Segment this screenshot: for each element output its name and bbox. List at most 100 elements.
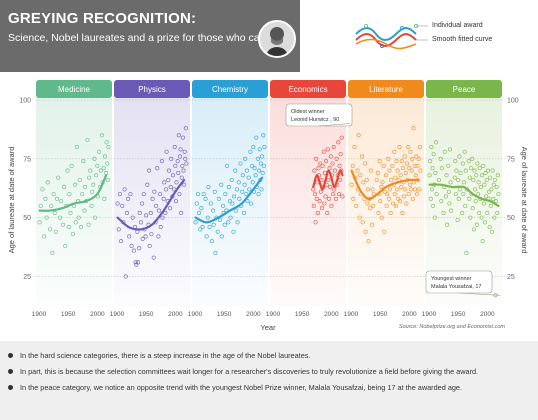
x-tick-label: 1900 [188, 311, 203, 318]
data-point [173, 163, 178, 168]
panels: Medicine Physics Chemistry Economics Literat… [36, 80, 502, 306]
x-tick-label: 1950 [217, 311, 232, 318]
data-point [466, 159, 471, 164]
data-point [407, 166, 412, 171]
data-point [393, 203, 398, 208]
portrait-image [258, 20, 296, 58]
panel-header [348, 80, 424, 98]
data-point [447, 201, 452, 206]
data-point [102, 154, 107, 159]
data-point [340, 194, 345, 199]
data-point [414, 192, 419, 197]
data-point [445, 222, 450, 227]
data-point [248, 201, 254, 206]
y-tick-label-left: 75 [23, 156, 31, 163]
data-point [156, 234, 161, 239]
data-point [43, 196, 48, 201]
data-point [193, 220, 198, 225]
data-point [244, 168, 249, 173]
data-point [248, 149, 253, 154]
data-point [172, 145, 177, 150]
data-point [240, 189, 245, 194]
data-point [140, 236, 145, 241]
data-point [339, 135, 344, 140]
data-point [377, 159, 382, 164]
data-point [404, 161, 410, 166]
data-point [488, 203, 493, 208]
data-point [87, 175, 92, 180]
data-point [68, 210, 73, 215]
data-point [194, 201, 199, 206]
x-tick-label: 1900 [344, 311, 359, 318]
data-point [63, 243, 68, 248]
data-point [352, 145, 357, 150]
data-point [119, 239, 124, 244]
data-point [205, 215, 210, 220]
data-point [326, 196, 332, 201]
data-point [95, 163, 100, 168]
data-point [443, 194, 448, 199]
data-point [431, 203, 436, 208]
data-point [148, 210, 153, 215]
data-point [252, 166, 257, 171]
data-point [415, 163, 420, 168]
data-point [38, 203, 43, 208]
data-point [429, 145, 434, 150]
data-point [326, 177, 331, 183]
y-tick-label-right: 100 [507, 98, 519, 105]
data-point [316, 166, 321, 171]
data-point [439, 166, 444, 171]
data-point [69, 163, 74, 168]
data-point [418, 168, 423, 173]
data-point [129, 243, 134, 248]
data-point [45, 180, 50, 185]
data-point [51, 192, 56, 197]
x-tick-label: 1900 [110, 311, 125, 318]
panel-background [36, 98, 112, 306]
data-point [472, 168, 477, 173]
data-point [379, 185, 384, 190]
data-point [321, 149, 326, 154]
legend-individual: Individual award [432, 22, 483, 29]
data-point [240, 173, 245, 178]
data-point [386, 156, 391, 161]
data-point [470, 206, 475, 211]
data-point [475, 192, 481, 197]
data-point [150, 196, 155, 201]
data-point [59, 199, 64, 204]
data-point [448, 180, 453, 185]
data-point [434, 192, 439, 197]
data-point [77, 177, 82, 183]
data-point [176, 133, 181, 138]
data-point [480, 239, 485, 244]
data-point [413, 173, 418, 178]
data-point [166, 177, 171, 183]
data-point [417, 145, 422, 150]
chart: Medicine Physics Chemistry Economics Literat… [7, 80, 529, 332]
data-point [365, 187, 370, 192]
data-point [390, 201, 396, 206]
data-point [74, 145, 79, 150]
data-point [97, 149, 102, 154]
data-point [222, 222, 227, 227]
data-point [83, 185, 88, 190]
x-tick-label: 2000 [246, 311, 261, 318]
data-point [250, 163, 255, 168]
data-point [480, 173, 485, 178]
data-point [262, 145, 267, 150]
data-point [357, 215, 362, 220]
y-axis-label-left: Age of laureate at date of award [7, 147, 16, 254]
data-point [40, 187, 45, 192]
data-point [441, 210, 446, 215]
data-point [82, 208, 87, 213]
data-point [333, 196, 339, 201]
data-point [219, 182, 224, 187]
data-point [201, 192, 206, 197]
data-point [147, 168, 152, 173]
fitted-curve [38, 174, 108, 212]
data-point [394, 159, 399, 164]
data-point [330, 161, 335, 166]
data-point [163, 210, 168, 215]
x-tick-label: 2000 [90, 311, 105, 318]
data-point [432, 215, 437, 220]
